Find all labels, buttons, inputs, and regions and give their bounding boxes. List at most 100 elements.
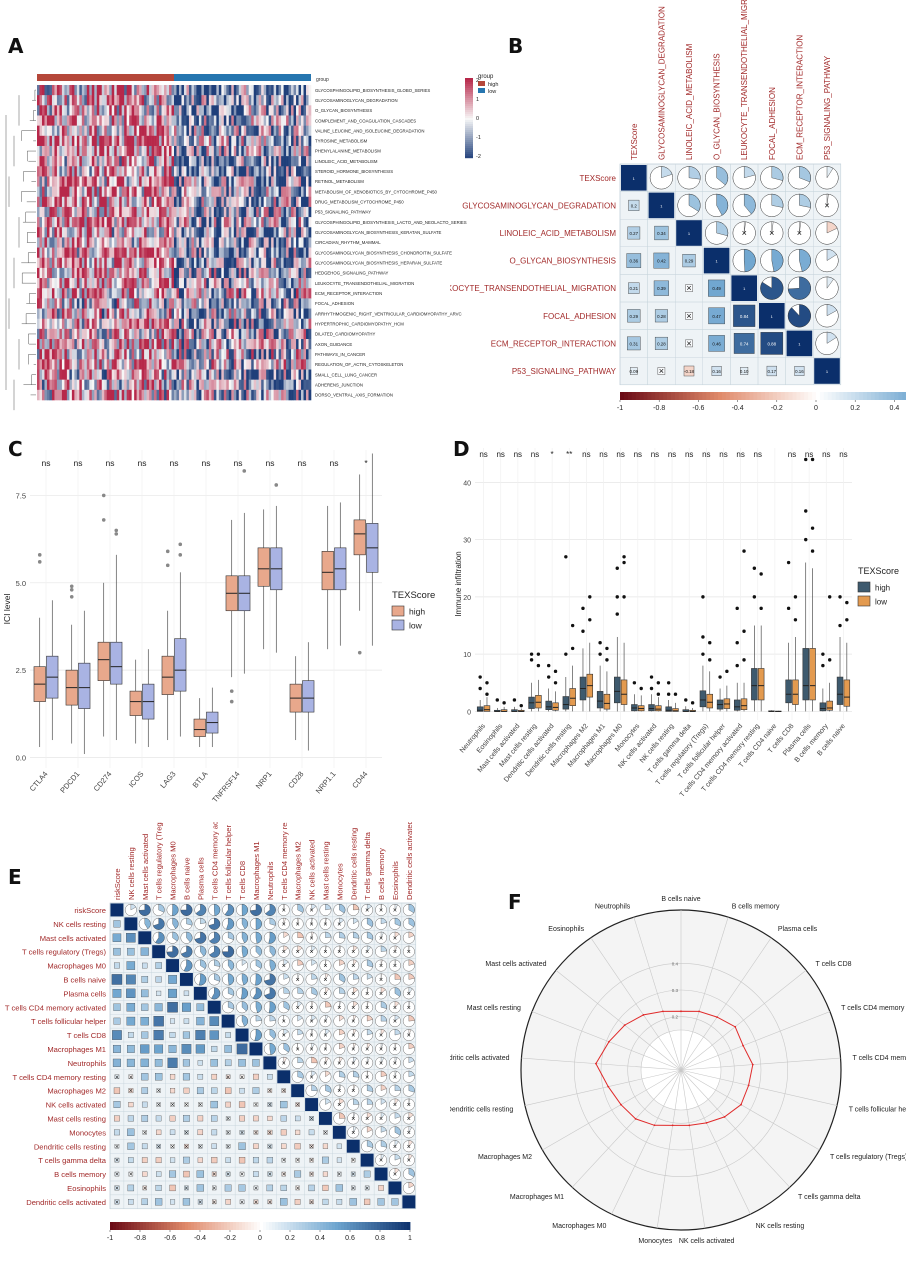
heatmap-cell xyxy=(181,308,185,320)
heatmap-cell xyxy=(306,176,309,187)
corr-pie-fill xyxy=(394,987,401,997)
heatmap-cell xyxy=(69,125,73,137)
heatmap-cell xyxy=(256,166,259,177)
heatmap-cell xyxy=(308,278,312,289)
heatmap-cell xyxy=(261,267,264,279)
heatmap-cell xyxy=(261,328,264,340)
heatmap-cell xyxy=(49,298,53,309)
heatmap-cell xyxy=(94,85,98,96)
colorbar-step xyxy=(643,392,648,400)
heatmap-cell xyxy=(293,308,297,320)
corr-insignificant-mark: × xyxy=(323,991,327,998)
corr-insignificant-mark: × xyxy=(393,949,397,956)
heatmap-cell xyxy=(201,318,205,330)
corr-pie-fill xyxy=(826,304,838,317)
corr-pie-fill xyxy=(311,959,317,966)
corr-pie-fill xyxy=(297,987,304,994)
outlier-point xyxy=(242,469,247,473)
heatmap-cell xyxy=(74,196,78,208)
colorbar-step xyxy=(465,118,473,121)
heatmap-cell xyxy=(111,227,115,238)
heatmap-cell xyxy=(256,359,259,370)
heatmap-cell xyxy=(69,308,73,320)
heatmap-cell xyxy=(141,288,145,299)
heatmap-cell xyxy=(39,166,43,177)
heatmap-cell xyxy=(116,308,120,320)
heatmap-cell xyxy=(61,267,65,279)
heatmap-cell xyxy=(303,389,307,401)
heatmap-cell xyxy=(228,85,232,96)
heatmap-cell xyxy=(281,135,284,147)
heatmap-cell xyxy=(208,105,212,116)
heatmap-cell xyxy=(154,227,157,238)
heatmap-cell xyxy=(231,196,235,208)
heatmap-cell xyxy=(114,369,118,380)
heatmap-cell xyxy=(174,95,177,106)
heatmap-cell xyxy=(196,186,200,198)
corr-pie-fill xyxy=(269,959,276,972)
heatmap-cell xyxy=(79,115,83,126)
heatmap-cell xyxy=(79,206,83,218)
heatmap-cell xyxy=(238,267,242,279)
heatmap-cell xyxy=(301,369,304,380)
heatmap-cell xyxy=(101,278,105,289)
heatmap-cell xyxy=(81,115,85,126)
heatmap-cell xyxy=(37,85,40,96)
heatmap-cell xyxy=(278,105,282,116)
heatmap-cell xyxy=(71,125,75,137)
heatmap-cell xyxy=(81,308,85,320)
heatmap-cell xyxy=(114,217,118,228)
corr-insignificant-mark: × xyxy=(282,949,286,956)
heatmap-cell xyxy=(144,308,147,320)
heatmap-cell xyxy=(248,135,252,147)
heatmap-cell xyxy=(293,328,297,340)
heatmap-cell xyxy=(301,166,304,177)
box-body xyxy=(257,547,270,587)
significance-label: ns xyxy=(599,450,607,459)
corr-grid-cell xyxy=(813,357,842,386)
heatmap-cell xyxy=(263,145,267,157)
heatmap-cell xyxy=(94,115,98,126)
heatmap-cell xyxy=(149,318,152,330)
box-body xyxy=(596,691,604,709)
heatmap-cell xyxy=(201,369,205,380)
heatmap-cell xyxy=(233,288,237,299)
heatmap-cell xyxy=(136,247,140,259)
corr-square xyxy=(114,962,120,969)
heatmap-cell xyxy=(251,196,255,208)
corr-pie-fill xyxy=(241,931,248,944)
heatmap-cell xyxy=(286,196,289,208)
heatmap-cell xyxy=(89,339,93,350)
heatmap-cell xyxy=(216,278,220,289)
pathway-label: HEDGEHOG_SIGNALING_PATHWAY xyxy=(315,271,389,276)
heatmap-cell xyxy=(208,135,212,147)
heatmap-cell xyxy=(161,267,165,279)
heatmap-cell xyxy=(241,176,245,187)
heatmap-cell xyxy=(131,206,135,218)
heatmap-cell xyxy=(131,278,135,289)
heatmap-cell xyxy=(281,196,284,208)
heatmap-cell xyxy=(44,308,48,320)
heatmap-cell xyxy=(301,389,304,401)
heatmap-cell xyxy=(188,135,192,147)
heatmap-cell xyxy=(114,145,118,157)
heatmap-cell xyxy=(121,328,125,340)
heatmap-cell xyxy=(84,227,88,238)
heatmap-cell xyxy=(266,196,269,208)
heatmap-cell xyxy=(231,257,235,269)
legend-title: TEXScore xyxy=(392,590,435,601)
heatmap-cell xyxy=(81,196,85,208)
heatmap-cell xyxy=(256,115,259,126)
heatmap-cell xyxy=(213,349,217,360)
heatmap-cell xyxy=(141,176,145,187)
heatmap-cell xyxy=(136,206,140,218)
heatmap-cell xyxy=(226,227,230,238)
outlier-point xyxy=(536,652,541,656)
heatmap-cell xyxy=(251,227,255,238)
heatmap-cell xyxy=(221,359,225,370)
heatmap-cell xyxy=(278,349,282,360)
heatmap-cell xyxy=(131,298,135,309)
heatmap-cell xyxy=(134,176,137,187)
heatmap-cell xyxy=(191,176,195,187)
